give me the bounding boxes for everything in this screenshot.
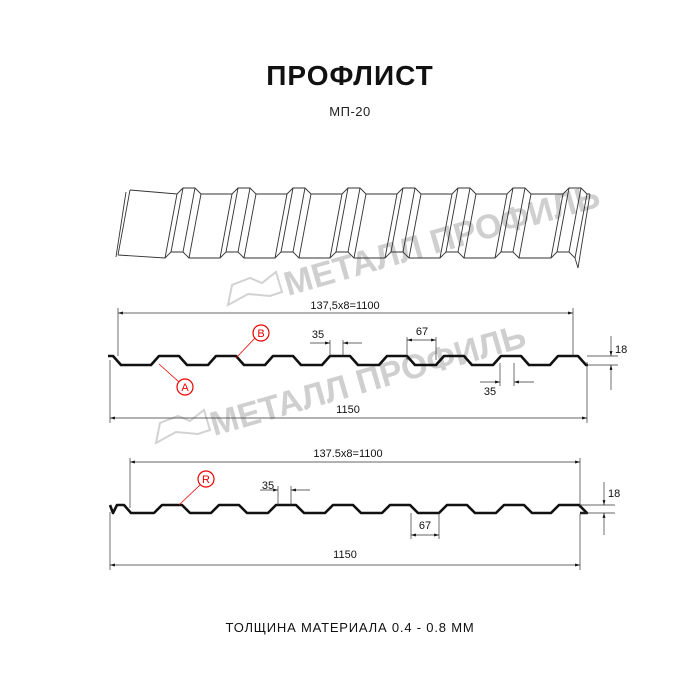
top-flat-label: 35	[312, 329, 324, 341]
height-label: 18	[615, 344, 627, 356]
pitch-label: 137.5x8=1100	[313, 448, 382, 460]
material-thickness-note: ТОЛЩИНА МАТЕРИАЛА 0.4 - 0.8 ММ	[225, 620, 475, 635]
callout-a: A	[158, 363, 194, 396]
svg-text:A: A	[181, 382, 189, 394]
total-width-label: 1150	[336, 404, 360, 416]
height-label: 18	[608, 488, 620, 500]
svg-text:B: B	[257, 328, 264, 340]
model-subtitle: МП-20	[329, 104, 371, 119]
watermark-logo-icon	[226, 270, 284, 307]
rib-width-label: 67	[419, 520, 431, 532]
profile-2-section: 137.5x8=1100 1150 18 35 67 R	[108, 448, 620, 570]
total-width-label: 1150	[333, 549, 357, 561]
profile-1-outline	[108, 354, 588, 367]
watermark-1: МЕТАЛЛ ПРОФИЛЬ	[226, 177, 604, 307]
rib-width-label: 67	[416, 326, 428, 338]
page-title: ПРОФЛИСТ	[266, 60, 434, 91]
callout-b: B	[235, 324, 270, 359]
callout-r: R	[178, 470, 215, 506]
top-flat-label: 35	[262, 480, 274, 492]
pitch-label: 137,5x8=1100	[310, 300, 379, 312]
svg-text:R: R	[202, 474, 210, 486]
profile-1-section: 137,5x8=1100 1150 18 35 67 35 B A	[108, 300, 627, 423]
watermark-logo-icon	[154, 408, 212, 445]
watermark-2: МЕТАЛЛ ПРОФИЛЬ	[154, 317, 530, 445]
watermark-text: МЕТАЛЛ ПРОФИЛЬ	[280, 177, 604, 304]
bottom-flat-label: 35	[484, 386, 496, 398]
profile-2-outline	[108, 503, 589, 515]
sheet-3d-view	[115, 187, 591, 269]
